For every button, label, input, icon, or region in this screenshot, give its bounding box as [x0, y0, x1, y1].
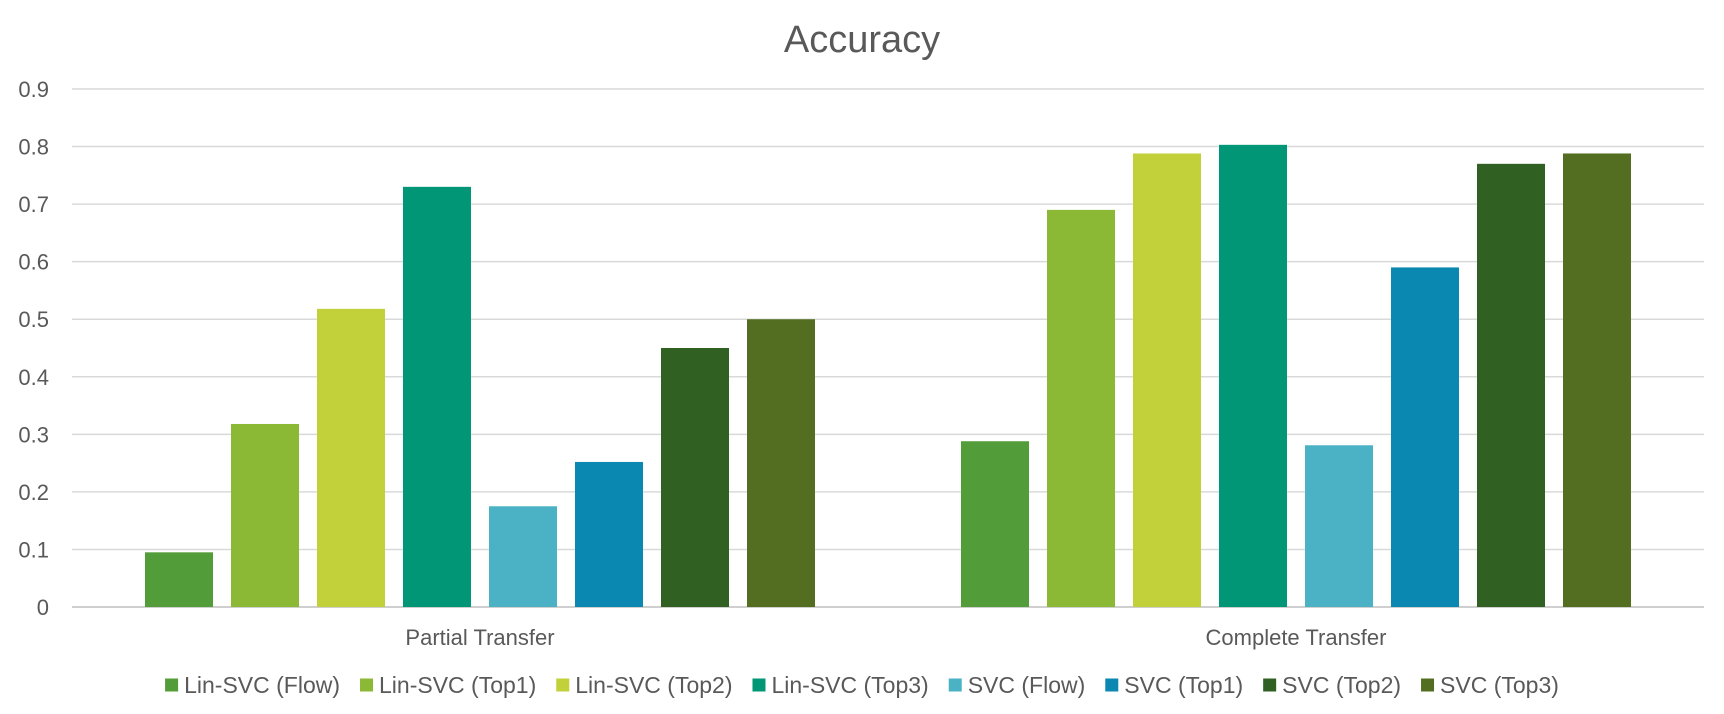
legend-swatch [1263, 678, 1277, 692]
bar [231, 423, 299, 607]
bar [575, 461, 643, 607]
bar [1563, 153, 1631, 607]
bar [1219, 144, 1287, 607]
gridlines [72, 88, 1704, 608]
legend-swatch [752, 678, 766, 692]
legend: Lin-SVC (Flow) Lin-SVC (Top1) Lin-SVC (Top… [165, 672, 1559, 698]
y-tick-label: 0.7 [18, 192, 49, 217]
y-axis-tick-labels: 0 0.1 0.2 0.3 0.4 0.5 0.6 0.7 0.8 0.9 [18, 77, 49, 620]
y-tick-label: 0.6 [18, 250, 49, 275]
legend-label: Lin-SVC (Top3) [771, 672, 928, 698]
legend-swatch [1105, 678, 1119, 692]
bar [317, 308, 385, 607]
legend-label: SVC (Flow) [968, 672, 1086, 698]
bar [1477, 163, 1545, 608]
y-tick-label: 0.4 [18, 365, 49, 390]
bar [1133, 153, 1201, 607]
legend-label: SVC (Top3) [1440, 672, 1559, 698]
y-tick-label: 0.9 [18, 77, 49, 102]
bar [1391, 267, 1459, 607]
bar [1305, 445, 1373, 607]
legend-swatch [556, 678, 570, 692]
y-tick-label: 0.3 [18, 422, 49, 447]
y-tick-label: 0 [37, 595, 49, 620]
legend-swatch [948, 678, 962, 692]
y-tick-label: 0.8 [18, 135, 49, 160]
legend-label: Lin-SVC (Top2) [575, 672, 732, 698]
x-category-label: Complete Transfer [1206, 625, 1387, 650]
bar [1047, 209, 1115, 607]
legend-swatch [1421, 678, 1435, 692]
bars [145, 144, 1631, 608]
bar [747, 319, 815, 607]
legend-swatch [360, 678, 374, 692]
y-tick-label: 0.5 [18, 307, 49, 332]
x-axis-category-labels: Partial Transfer Complete Transfer [405, 625, 1386, 650]
y-tick-label: 0.2 [18, 480, 49, 505]
bar [489, 506, 557, 607]
x-category-label: Partial Transfer [405, 625, 554, 650]
legend-label: SVC (Top2) [1282, 672, 1401, 698]
legend-swatch [165, 678, 179, 692]
bar [661, 348, 729, 607]
bar [403, 186, 471, 607]
chart-title: Accuracy [784, 19, 940, 61]
y-tick-label: 0.1 [18, 537, 49, 562]
legend-label: Lin-SVC (Flow) [184, 672, 340, 698]
bar [145, 552, 213, 607]
legend-label: SVC (Top1) [1124, 672, 1243, 698]
legend-label: Lin-SVC (Top1) [379, 672, 536, 698]
bar [961, 441, 1029, 607]
